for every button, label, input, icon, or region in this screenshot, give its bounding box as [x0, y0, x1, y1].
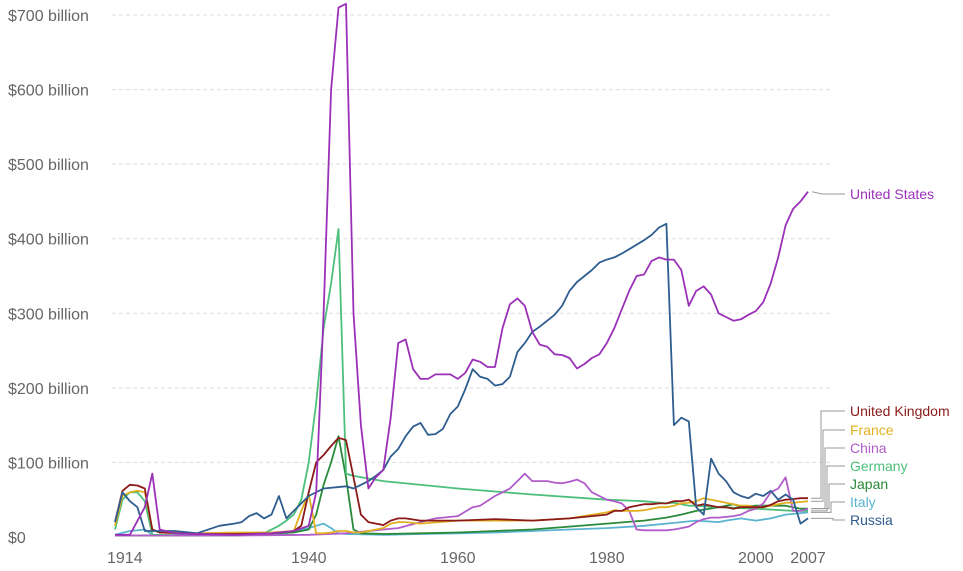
- series-line-united-states: [115, 2, 809, 536]
- series-label: United States: [850, 186, 934, 202]
- y-tick-label: $700 billion: [8, 8, 89, 25]
- series-label: Japan: [850, 476, 888, 492]
- y-tick-label: $500 billion: [8, 157, 89, 174]
- x-tick-label: 1980: [589, 550, 625, 567]
- leader-line: [811, 465, 845, 512]
- leader-line: [811, 483, 845, 510]
- x-tick-label: 1914: [107, 550, 143, 567]
- x-tick-label: 2000: [738, 550, 774, 567]
- y-tick-label: $300 billion: [8, 306, 89, 323]
- series-label: China: [850, 440, 887, 456]
- leader-line: [811, 447, 845, 510]
- x-tick-label: 2007: [790, 550, 826, 567]
- leader-line: [811, 429, 845, 502]
- y-axis-tick-labels: $0 $100 billion $200 billion $300 billion $4…: [8, 8, 89, 547]
- series-line-china: [115, 472, 809, 537]
- y-tick-label: $200 billion: [8, 381, 89, 398]
- leader-line: [811, 501, 845, 513]
- x-axis-tick-labels: 1914 1940 1960 1980 2000 2007: [107, 550, 826, 567]
- x-tick-label: 1940: [291, 550, 327, 567]
- y-tick-label: $600 billion: [8, 83, 89, 100]
- series-line-russia: [114, 222, 809, 535]
- series-label: France: [850, 422, 894, 438]
- gridlines: [112, 14, 830, 463]
- y-tick-label: $100 billion: [8, 455, 89, 472]
- legend: United States Russia United Kingdom France C…: [811, 186, 950, 528]
- series-line-germany: [114, 228, 808, 537]
- leader-line: [811, 517, 845, 521]
- y-tick-label: $0: [8, 530, 26, 547]
- series-label: Russia: [850, 512, 893, 528]
- series-label: United Kingdom: [850, 403, 950, 419]
- series-label: Italy: [850, 494, 876, 510]
- x-tick-label: 1960: [440, 550, 476, 567]
- series-lines: [114, 2, 809, 537]
- leader-line: [811, 191, 845, 195]
- leader-line: [811, 410, 845, 499]
- y-tick-label: $400 billion: [8, 232, 89, 249]
- series-label: Germany: [850, 458, 908, 474]
